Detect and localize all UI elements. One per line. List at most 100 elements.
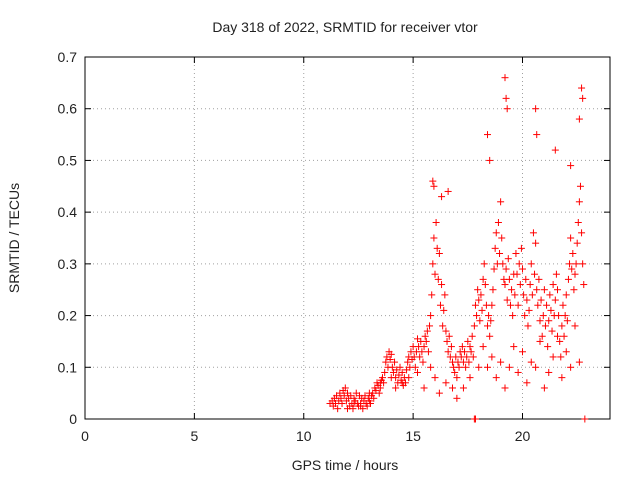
data-point: [563, 317, 571, 325]
data-point: [532, 363, 540, 371]
data-point: [405, 374, 413, 382]
x-tick-label: 5: [190, 428, 198, 444]
data-point: [418, 348, 426, 356]
data-point: [544, 343, 552, 351]
y-tick-label: 0.4: [58, 204, 78, 220]
data-point: [532, 239, 540, 247]
data-point: [517, 244, 525, 252]
data-point: [466, 374, 474, 382]
data-point: [375, 389, 383, 397]
data-point: [549, 281, 557, 289]
data-point: [558, 374, 566, 382]
data-point: [502, 94, 510, 102]
data-point: [569, 250, 577, 258]
data-point: [537, 296, 545, 304]
data-point: [379, 374, 386, 382]
data-point: [575, 358, 583, 366]
data-point: [386, 356, 394, 364]
chart-title: Day 318 of 2022, SRMTID for receiver vto…: [212, 19, 478, 35]
data-point: [444, 187, 452, 195]
data-point: [442, 379, 450, 387]
x-tick-label: 0: [81, 428, 89, 444]
data-point: [556, 337, 564, 345]
data-point: [432, 218, 440, 226]
data-point: [534, 301, 542, 309]
data-point: [479, 343, 487, 351]
data-point: [502, 265, 510, 273]
data-point: [513, 270, 521, 278]
data-point: [433, 244, 441, 252]
data-point: [548, 327, 556, 335]
data-point: [381, 368, 389, 376]
data-point: [468, 332, 476, 340]
data-point: [529, 229, 537, 237]
data-point: [470, 322, 478, 330]
data-point: [515, 260, 523, 268]
data-point: [422, 337, 430, 345]
y-tick-label: 0.2: [58, 308, 78, 324]
data-point: [497, 358, 505, 366]
data-point: [560, 332, 568, 340]
grid: [85, 57, 610, 419]
data-point: [535, 275, 543, 283]
data-point: [551, 146, 559, 154]
x-tick-label: 10: [296, 428, 312, 444]
y-tick-label: 0.3: [58, 256, 78, 272]
data-point: [578, 84, 586, 92]
data-point: [439, 322, 447, 330]
data-point: [572, 260, 580, 268]
data-point: [419, 358, 427, 366]
data-point: [484, 363, 491, 371]
data-point: [516, 281, 524, 289]
data-point: [341, 384, 349, 392]
data-point: [579, 94, 587, 102]
axis-ticks: 0 5 10 15 20 0 0.1 0.2 0.3 0.4 0.5 0.6 0.7: [58, 49, 610, 444]
data-point: [566, 260, 574, 268]
plot-frame: [84, 56, 611, 420]
data-point: [485, 312, 493, 320]
data-point: [558, 322, 566, 330]
data-point: [474, 286, 482, 294]
data-point: [430, 234, 438, 242]
data-point: [480, 260, 488, 268]
data-point: [505, 275, 513, 283]
data-point: [549, 353, 557, 361]
data-point: [581, 415, 589, 423]
data-point: [512, 250, 520, 258]
data-point: [429, 260, 437, 268]
data-point: [552, 270, 560, 278]
data-point: [533, 131, 541, 139]
data-point: [575, 115, 583, 123]
data-point: [471, 301, 479, 309]
data-point: [344, 405, 351, 413]
data-point: [442, 327, 450, 335]
data-point: [505, 363, 513, 371]
data-point: [459, 384, 467, 392]
data-point: [570, 286, 578, 294]
data-point: [338, 399, 346, 407]
data-point: [427, 363, 435, 371]
data-point: [554, 332, 561, 340]
data-point: [376, 379, 384, 387]
data-point: [487, 317, 495, 325]
data-point: [567, 162, 575, 170]
data-point: [490, 265, 498, 273]
data-point: [557, 353, 565, 361]
data-point: [453, 394, 461, 402]
data-point: [458, 343, 466, 351]
data-point: [398, 379, 406, 387]
data-point: [579, 260, 587, 268]
data-point: [441, 291, 449, 299]
data-point: [365, 389, 373, 397]
data-point: [414, 368, 421, 376]
data-point: [382, 358, 390, 366]
data-point: [571, 322, 579, 330]
data-point: [436, 301, 444, 309]
data-point: [471, 415, 479, 423]
y-tick-label: 0: [69, 411, 77, 427]
data-point: [464, 337, 472, 345]
data-point: [498, 234, 506, 242]
data-point: [440, 306, 448, 314]
y-tick-label: 0.7: [58, 49, 78, 65]
data-point: [545, 317, 553, 325]
